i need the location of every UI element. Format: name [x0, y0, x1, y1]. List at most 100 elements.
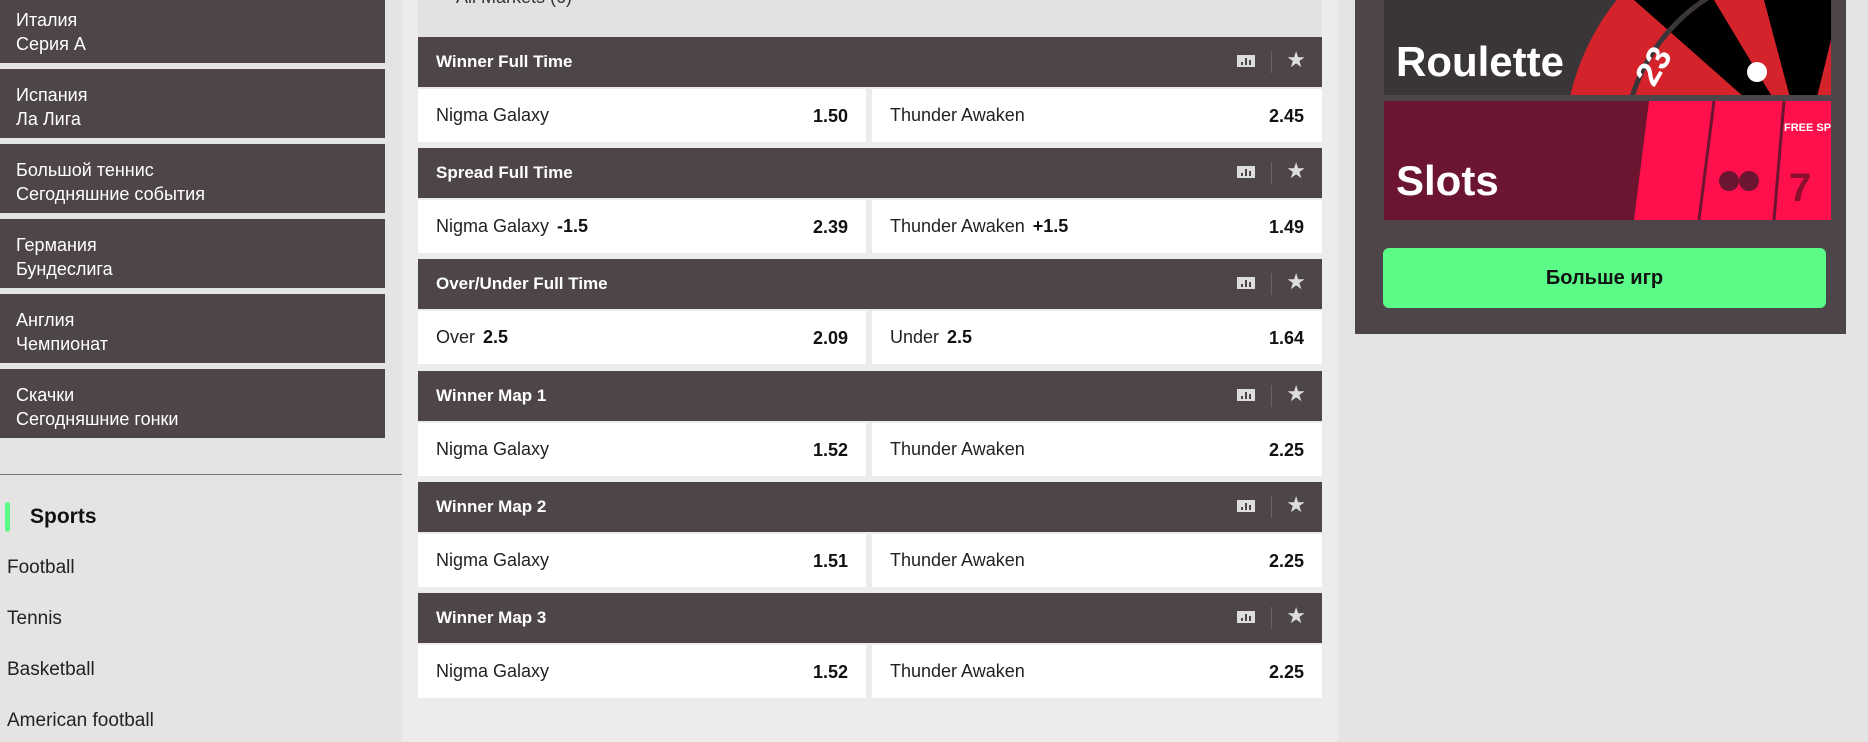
odds: 2.09 — [812, 328, 848, 349]
star-icon[interactable]: ★ — [1286, 158, 1306, 184]
selection-right[interactable]: Thunder Awaken 2.45 — [872, 89, 1322, 142]
odds: 2.25 — [1268, 439, 1304, 460]
selection-name: Nigma Galaxy — [436, 216, 550, 237]
league-country: Большой теннис — [16, 160, 154, 180]
league-name: Бундеслига — [16, 259, 113, 279]
header-separator — [1271, 273, 1272, 296]
sidebar-league-item[interactable]: Италия Серия А — [0, 0, 385, 63]
league-country: Испания — [16, 85, 88, 105]
odds: 2.25 — [1268, 550, 1304, 571]
selection-left[interactable]: Nigma Galaxy -1.5 2.39 — [418, 200, 866, 254]
market-selections: Nigma Galaxy 1.50 Thunder Awaken 2.45 — [418, 89, 1322, 142]
header-separator — [1271, 51, 1272, 73]
slots-tile[interactable]: 7 FREE SPINS Slots — [1384, 101, 1831, 220]
market-header[interactable]: Winner Full Time ★ — [418, 37, 1322, 87]
market-header[interactable]: Winner Map 2 ★ — [418, 481, 1322, 532]
selection-left[interactable]: Nigma Galaxy 1.51 — [418, 533, 866, 587]
selection-right[interactable]: Thunder Awaken 2.25 — [872, 533, 1322, 587]
league-name: Сегодняшние гонки — [16, 409, 179, 429]
sidebar-league-item[interactable]: Англия Чемпионат — [0, 294, 385, 363]
odds: 2.39 — [812, 217, 848, 238]
selection-line: 2.5 — [483, 327, 509, 348]
sport-link[interactable]: Tennis — [7, 608, 62, 629]
market-header[interactable]: Spread Full Time ★ — [418, 148, 1322, 199]
selection-right[interactable]: Under 2.5 1.64 — [872, 311, 1322, 365]
roulette-wheel-icon: 23 — [1570, 0, 1831, 95]
market-selections: Nigma Galaxy 1.51 Thunder Awaken 2.25 — [418, 533, 1322, 587]
market-title: Spread Full Time — [436, 163, 573, 183]
header-separator — [1271, 384, 1272, 407]
market-header[interactable]: Over/Under Full Time ★ — [418, 259, 1322, 310]
market-selections: Nigma Galaxy 1.52 Thunder Awaken 2.25 — [418, 645, 1322, 698]
slots-label: Slots — [1396, 157, 1499, 204]
sport-link[interactable]: Basketball — [7, 659, 95, 680]
league-name: Чемпионат — [16, 334, 108, 354]
selection-left[interactable]: Over 2.5 2.09 — [418, 311, 866, 365]
sidebar: Италия Серия А Испания Ла Лига Большой тенни… — [0, 0, 402, 742]
market-selections: Nigma Galaxy -1.5 2.39 Thunder Awaken +1.5 1.… — [418, 200, 1322, 254]
header-separator — [1271, 607, 1272, 629]
league-country: Германия — [16, 235, 97, 255]
stats-icon[interactable] — [1237, 499, 1255, 512]
active-indicator — [5, 502, 10, 532]
selection-left[interactable]: Nigma Galaxy 1.50 — [418, 89, 866, 142]
odds: 1.51 — [812, 550, 848, 571]
sidebar-league-item[interactable]: Испания Ла Лига — [0, 69, 385, 138]
sport-link[interactable]: Football — [7, 557, 75, 578]
all-markets-label: All Markets (6) — [456, 0, 572, 8]
selection-name: Thunder Awaken — [890, 549, 1025, 570]
league-name: Ла Лига — [16, 109, 81, 129]
selection-name: Nigma Galaxy — [436, 438, 550, 459]
selection-line: -1.5 — [557, 216, 589, 237]
stats-icon[interactable] — [1237, 277, 1255, 290]
odds: 1.64 — [1268, 328, 1304, 349]
selection-line: 2.5 — [947, 327, 973, 348]
markets-column: All Markets (6) Winner Full Time ★ Nigma G… — [402, 0, 1338, 742]
selection-name: Nigma Galaxy — [436, 105, 550, 125]
stats-icon[interactable] — [1237, 55, 1255, 67]
market-selections: Nigma Galaxy 1.52 Thunder Awaken 2.25 — [418, 422, 1322, 476]
more-games-button[interactable]: Больше игр — [1383, 248, 1826, 308]
selection-right[interactable]: Thunder Awaken 2.25 — [872, 645, 1322, 698]
all-markets-tab[interactable]: All Markets (6) — [418, 0, 1322, 37]
sidebar-league-item[interactable]: Германия Бундеслига — [0, 219, 385, 288]
market-title: Winner Map 1 — [436, 385, 547, 405]
market-header[interactable]: Winner Map 1 ★ — [418, 370, 1322, 421]
selection-left[interactable]: Nigma Galaxy 1.52 — [418, 422, 866, 476]
selection-right[interactable]: Thunder Awaken 2.25 — [872, 422, 1322, 476]
selection-name: Under — [890, 327, 940, 348]
league-country: Англия — [16, 310, 75, 330]
market-header[interactable]: Winner Map 3 ★ — [418, 593, 1322, 643]
league-country: Скачки — [16, 385, 75, 405]
selection-name: Thunder Awaken — [890, 661, 1025, 681]
market-title: Winner Map 2 — [436, 496, 547, 516]
stats-icon[interactable] — [1237, 611, 1255, 623]
sidebar-league-item[interactable]: Скачки Сегодняшние гонки — [0, 369, 385, 438]
sports-title: Sports — [30, 505, 97, 528]
slot-reels-icon: 7 FREE SPINS — [1634, 101, 1831, 220]
league-name: Сегодняшние события — [16, 184, 205, 204]
svg-text:FREE SPINS: FREE SPINS — [1784, 122, 1831, 134]
star-icon[interactable]: ★ — [1286, 269, 1306, 295]
stats-icon[interactable] — [1237, 166, 1255, 179]
star-icon[interactable]: ★ — [1286, 380, 1306, 406]
odds: 2.25 — [1268, 662, 1304, 682]
odds: 1.52 — [812, 662, 848, 682]
star-icon[interactable]: ★ — [1286, 603, 1306, 628]
star-icon[interactable]: ★ — [1286, 491, 1306, 517]
sport-link[interactable]: American football — [7, 710, 154, 731]
selection-name: Thunder Awaken — [890, 105, 1025, 125]
market-title: Winner Full Time — [436, 52, 573, 71]
star-icon[interactable]: ★ — [1286, 47, 1306, 72]
selection-right[interactable]: Thunder Awaken +1.5 1.49 — [872, 200, 1322, 254]
odds: 1.49 — [1268, 217, 1304, 238]
sidebar-league-item[interactable]: Большой теннис Сегодняшние события — [0, 144, 385, 213]
odds: 2.45 — [1268, 106, 1304, 126]
roulette-label: Roulette — [1396, 38, 1564, 85]
market-selections: Over 2.5 2.09 Under 2.5 1.64 — [418, 311, 1322, 365]
selection-name: Nigma Galaxy — [436, 549, 550, 570]
odds: 1.52 — [812, 439, 848, 460]
stats-icon[interactable] — [1237, 388, 1255, 401]
selection-left[interactable]: Nigma Galaxy 1.52 — [418, 645, 866, 698]
roulette-tile[interactable]: 23 Roulette — [1384, 0, 1831, 95]
